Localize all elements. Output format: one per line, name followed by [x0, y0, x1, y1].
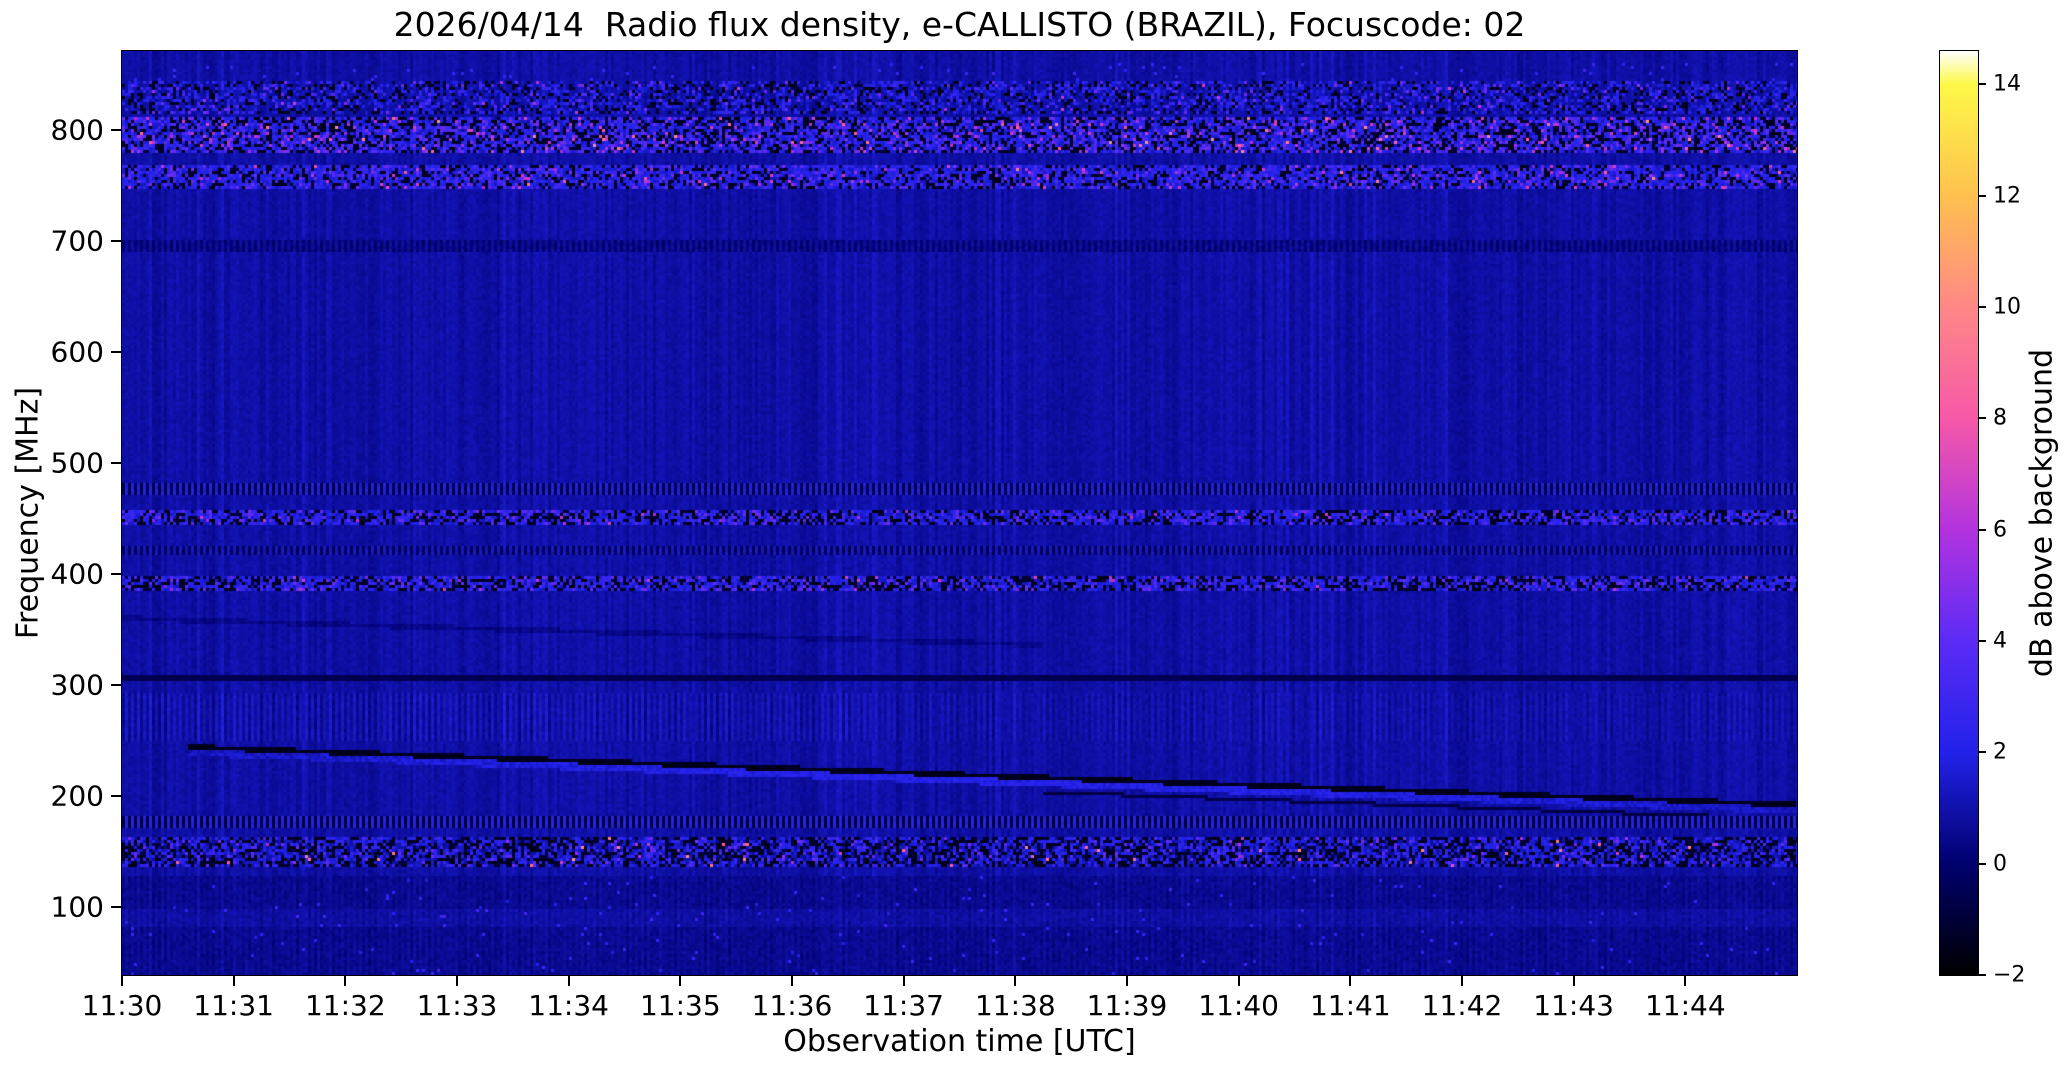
colorbar-tick-mark	[1978, 83, 1986, 86]
x-tick-mark	[1237, 975, 1240, 986]
colorbar-tick-label: 14	[1993, 71, 2021, 97]
y-tick-mark	[111, 905, 122, 908]
colorbar-tick-mark	[1978, 974, 1986, 976]
x-tick-label: 11:44	[1644, 989, 1726, 1022]
y-tick-label: 800	[50, 113, 104, 147]
x-tick-mark	[121, 975, 123, 986]
y-tick-label: 300	[50, 668, 104, 702]
x-tick-label: 11:37	[863, 989, 945, 1022]
colorbar-label: dB above background	[2024, 348, 2060, 678]
x-tick-label: 11:40	[1198, 989, 1280, 1022]
colorbar	[1939, 50, 1979, 976]
x-tick-mark	[1684, 975, 1687, 986]
spectrogram-plot-area	[121, 50, 1798, 976]
x-tick-mark	[791, 975, 793, 986]
x-tick-mark	[1461, 975, 1463, 986]
colorbar-tick-label: −2	[1993, 962, 2026, 988]
x-tick-label: 11:36	[751, 989, 833, 1022]
x-tick-mark	[1572, 975, 1575, 986]
colorbar-tick-label: 2	[1993, 739, 2007, 765]
x-tick-mark	[344, 975, 347, 986]
x-tick-label: 11:34	[528, 989, 610, 1022]
y-axis-label: Frequency [MHz]	[10, 386, 46, 640]
colorbar-tick-label: 12	[1993, 183, 2021, 209]
x-tick-label: 11:43	[1533, 989, 1615, 1022]
x-tick-mark	[1126, 975, 1128, 986]
colorbar-tick-mark	[1978, 862, 1986, 865]
x-tick-mark	[902, 975, 905, 986]
y-tick-mark	[111, 350, 122, 353]
colorbar-tick-label: 4	[1993, 628, 2007, 654]
y-tick-label: 600	[50, 335, 104, 369]
spectrogram-canvas	[122, 51, 1797, 975]
x-tick-label: 11:39	[1086, 989, 1168, 1022]
y-tick-mark	[111, 239, 122, 242]
x-tick-mark	[232, 975, 235, 986]
colorbar-tick-mark	[1978, 751, 1986, 754]
y-tick-label: 500	[50, 446, 104, 480]
colorbar-tick-mark	[1978, 194, 1986, 197]
x-axis-label: Observation time [UTC]	[783, 1024, 1136, 1059]
x-tick-label: 11:32	[304, 989, 386, 1022]
x-tick-mark	[567, 975, 570, 986]
y-tick-label: 700	[50, 224, 104, 258]
y-tick-label: 200	[50, 779, 104, 813]
x-tick-mark	[679, 975, 682, 986]
x-tick-label: 11:35	[639, 989, 721, 1022]
x-tick-mark	[1349, 975, 1352, 986]
x-tick-label: 11:33	[416, 989, 498, 1022]
x-tick-label: 11:31	[193, 989, 275, 1022]
colorbar-tick-mark	[1978, 306, 1986, 309]
y-tick-mark	[111, 572, 122, 575]
x-tick-label: 11:30	[81, 989, 163, 1022]
x-tick-label: 11:42	[1421, 989, 1503, 1022]
x-tick-label: 11:38	[974, 989, 1056, 1022]
colorbar-tick-label: 8	[1993, 405, 2007, 431]
colorbar-tick-mark	[1978, 640, 1986, 643]
x-tick-label: 11:41	[1309, 989, 1391, 1022]
x-tick-mark	[1014, 975, 1017, 986]
y-tick-label: 100	[50, 890, 104, 924]
x-tick-mark	[456, 975, 458, 986]
y-tick-mark	[111, 794, 122, 797]
y-tick-mark	[111, 683, 122, 686]
colorbar-gradient	[1940, 51, 1978, 975]
colorbar-tick-mark	[1978, 528, 1986, 531]
colorbar-tick-label: 6	[1993, 517, 2007, 543]
colorbar-tick-label: 10	[1993, 294, 2021, 320]
colorbar-tick-label: 0	[1993, 851, 2007, 877]
colorbar-tick-mark	[1978, 417, 1986, 420]
y-tick-label: 400	[50, 557, 104, 591]
chart-title: 2026/04/14 Radio flux density, e-CALLIST…	[393, 5, 1526, 44]
y-tick-mark	[111, 129, 122, 132]
y-tick-mark	[111, 461, 122, 464]
